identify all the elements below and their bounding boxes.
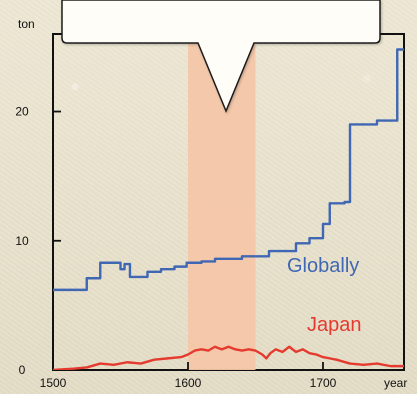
label-layer: ton year Globally Japan [18,17,407,390]
series-label-japan: Japan [307,314,362,336]
series-label-globally: Globally [287,255,359,277]
series-line-japan [53,345,404,370]
x-tick-label-1700: 1700 [310,376,337,390]
y-axis-label: ton [18,17,35,31]
y-tick-label-20: 20 [15,105,29,119]
series-line-globally [53,48,404,292]
y-tick-label-10: 10 [15,234,29,248]
callout-bubble [61,0,381,113]
tick-layer: 1500 1600 1700 0 10 20 [15,105,336,390]
series-layer [53,48,404,370]
x-tick-label-1500: 1500 [40,376,67,390]
x-axis-label: year [384,376,407,390]
y-tick-label-0: 0 [19,363,26,377]
x-tick-label-1600: 1600 [175,376,202,390]
